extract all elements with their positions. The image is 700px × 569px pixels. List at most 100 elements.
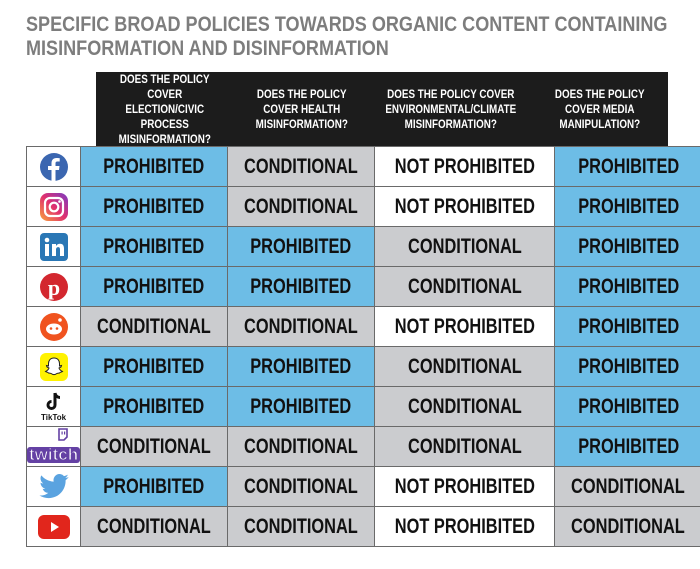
column-header: DOES THE POLICY COVER ENVIRONMENTAL/CLIM… [385,86,517,131]
policy-cell: CONDITIONAL [373,226,556,267]
policy-cell: PROHIBITED [80,266,228,307]
table-row: PROHIBITED CONDITIONAL NOT PROHIBITED PROHI… [25,146,700,187]
policy-status: CONDITIONAL [571,474,686,498]
page-title: SPECIFIC BROAD POLICIES TOWARDS ORGANIC … [26,13,668,60]
policy-cell: PROHIBITED [80,186,228,227]
policy-cell: CONDITIONAL [80,426,228,467]
policy-status: NOT PROHIBITED [394,314,535,338]
pinterest-icon: p [27,272,80,302]
policy-cell: PROHIBITED [554,426,700,467]
policy-status: PROHIBITED [577,194,679,218]
policy-cell: PROHIBITED [554,226,700,267]
policy-cell: PROHIBITED [554,266,700,307]
twitter-icon [27,473,80,501]
reddit-icon [27,312,80,342]
policy-status: PROHIBITED [103,194,205,218]
policy-cell: NOT PROHIBITED [373,186,556,227]
policy-status: PROHIBITED [250,354,352,378]
policy-cell: CONDITIONAL [226,186,375,227]
policy-status: CONDITIONAL [97,434,211,458]
policy-status: PROHIBITED [577,314,679,338]
policy-status: CONDITIONAL [407,394,522,418]
table-row: PROHIBITED PROHIBITED CONDITIONAL PROHIBITE… [25,346,700,387]
policy-status: PROHIBITED [577,434,679,458]
policy-status: PROHIBITED [103,154,205,178]
policy-cell: CONDITIONAL [373,426,556,467]
platform-logo [25,506,82,547]
youtube-icon [27,514,80,539]
policy-status: PROHIBITED [103,234,205,258]
policy-cell: PROHIBITED [80,346,228,387]
table-row: PROHIBITED CONDITIONAL NOT PROHIBITED CONDI… [25,466,700,507]
policy-status: PROHIBITED [250,234,352,258]
policy-cell: CONDITIONAL [373,386,556,427]
policy-status: CONDITIONAL [97,514,211,538]
table-row: TikTok PROHIBITED PROHIBITED CONDITIONAL PRO… [25,386,700,427]
policy-status: CONDITIONAL [97,314,211,338]
instagram-icon [27,192,80,222]
policy-cell: PROHIBITED [226,386,375,427]
policy-cell: NOT PROHIBITED [373,466,556,507]
twitch-icon: twitch [27,427,81,466]
policy-cell: CONDITIONAL [373,266,556,307]
policy-cell: PROHIBITED [80,226,228,267]
policy-status: NOT PROHIBITED [394,194,535,218]
policy-status: CONDITIONAL [243,194,358,218]
policy-cell: PROHIBITED [554,346,700,387]
policy-status: CONDITIONAL [571,514,686,538]
policy-status: CONDITIONAL [243,314,358,338]
policy-status: CONDITIONAL [243,434,358,458]
policy-cell: PROHIBITED [226,266,375,307]
policy-status: CONDITIONAL [407,354,522,378]
table-row: twitch CONDITIONAL CONDITIONAL CONDITIONAL P… [25,426,700,467]
policy-status: CONDITIONAL [243,514,358,538]
policy-cell: PROHIBITED [554,386,700,427]
policy-cell: CONDITIONAL [226,466,375,507]
policy-cell: CONDITIONAL [226,306,375,347]
policy-status: PROHIBITED [577,154,679,178]
policy-status: CONDITIONAL [407,434,522,458]
policy-status: PROHIBITED [577,274,679,298]
policy-status: PROHIBITED [577,234,679,258]
policy-status: CONDITIONAL [407,274,522,298]
policy-cell: PROHIBITED [554,146,700,187]
platform-logo [25,186,82,227]
policy-status: PROHIBITED [103,274,205,298]
table-row: CONDITIONAL CONDITIONAL NOT PROHIBITED COND… [25,506,700,547]
policy-status: PROHIBITED [103,474,205,498]
policy-cell: PROHIBITED [80,466,228,507]
policy-cell: PROHIBITED [226,346,375,387]
table-row: CONDITIONAL CONDITIONAL NOT PROHIBITED PROH… [25,306,700,347]
policy-cell: CONDITIONAL [226,426,375,467]
policy-status: PROHIBITED [103,354,205,378]
platform-logo: TikTok [25,386,82,427]
policy-cell: CONDITIONAL [554,466,700,507]
table-row: p PROHIBITED PROHIBITED CONDITIONAL PROHIBIT… [25,266,700,307]
policy-status: NOT PROHIBITED [394,154,535,178]
policy-cell: CONDITIONAL [226,506,375,547]
policy-status: PROHIBITED [250,394,352,418]
policy-cell: NOT PROHIBITED [373,306,556,347]
policy-cell: PROHIBITED [80,146,228,187]
policy-cell: PROHIBITED [554,306,700,347]
platform-logo: twitch [25,426,82,467]
table-row: PROHIBITED PROHIBITED CONDITIONAL PROHIBITE… [25,226,700,267]
policy-cell: PROHIBITED [554,186,700,227]
snapchat-icon [27,352,80,382]
policy-status: NOT PROHIBITED [394,474,535,498]
policy-status: NOT PROHIBITED [394,514,535,538]
linkedin-icon [27,232,80,261]
policy-cell: NOT PROHIBITED [373,506,556,547]
policy-status: CONDITIONAL [407,234,522,258]
policy-status: CONDITIONAL [243,474,358,498]
policy-status: PROHIBITED [250,274,352,298]
column-header: DOES THE POLICY COVER MEDIA MANIPULATION… [554,86,645,131]
policy-table: PROHIBITED CONDITIONAL NOT PROHIBITED PROHI… [25,146,700,547]
column-header: DOES THE POLICY COVER ELECTION/CIVIC PRO… [118,71,211,146]
policy-cell: CONDITIONAL [80,306,228,347]
platform-logo: p [25,266,82,307]
table-row: PROHIBITED CONDITIONAL NOT PROHIBITED PROHI… [25,186,700,227]
policy-cell: PROHIBITED [80,386,228,427]
column-header: DOES THE POLICY COVER HEALTH MISINFORMAT… [256,86,349,131]
policy-status: CONDITIONAL [243,154,358,178]
